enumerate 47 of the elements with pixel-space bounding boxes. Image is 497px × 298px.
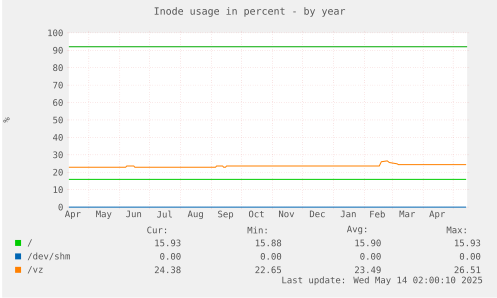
text: 26.51 — [454, 266, 480, 274]
x-tick-label: Sep — [218, 210, 234, 220]
x-tick-label: Jun — [126, 210, 142, 218]
text: Last update: Wed May 14 02:00:10 2025 — [282, 276, 482, 286]
x-tick-label: Apr — [64, 210, 81, 220]
text: 0.00 — [360, 253, 381, 260]
x-tick-label: Dec — [310, 210, 325, 218]
x-tick-label: Feb — [370, 210, 385, 218]
text: 15.93 — [454, 240, 480, 246]
text: 0.00 — [160, 253, 181, 260]
y-tick-label: 40 — [53, 134, 63, 141]
y-tick-label: 30 — [53, 152, 63, 158]
x-tick-label: Jan — [340, 210, 356, 218]
text: Avg: — [346, 226, 366, 234]
y-tick-label: 10 — [54, 186, 63, 194]
x-tick-label: Nov — [278, 210, 294, 218]
y-axis-title: % — [3, 118, 10, 123]
x-tick-label: Mar — [400, 210, 415, 218]
text: 24.38 — [154, 266, 181, 274]
chart-title: Inode usage in percent - by year — [154, 7, 346, 17]
text: 15.90 — [355, 240, 381, 246]
line-series — [68, 160, 467, 168]
y-tick-label: 70 — [53, 82, 63, 89]
text: 0.00 — [460, 253, 480, 260]
y-tick-label: 0 — [58, 204, 63, 211]
legend-label: / — [28, 239, 32, 247]
x-tick-label: Oct — [248, 210, 264, 218]
x-tick-label: Aug — [188, 210, 203, 220]
x-tick-label: Apr — [429, 210, 445, 220]
text: 22.65 — [255, 266, 282, 274]
text: 0.00 — [260, 253, 282, 260]
y-tick-label: 90 — [53, 47, 63, 54]
legend-label: /dev/shm — [28, 252, 70, 260]
y-tick-label: 100 — [48, 30, 63, 36]
text: Max: — [446, 226, 466, 234]
y-tick-label: 80 — [53, 64, 63, 72]
text: Cur: — [147, 226, 166, 234]
text: 15.88 — [256, 240, 282, 246]
x-tick-label: May — [96, 210, 112, 220]
x-tick-label: Jul — [157, 210, 172, 218]
y-tick-label: 60 — [53, 99, 63, 106]
text: 23.49 — [355, 266, 381, 274]
y-tick-label: 20 — [53, 168, 63, 176]
text: Min: — [248, 226, 267, 234]
legend-label: /vz — [28, 266, 43, 274]
y-tick-label: 50 — [53, 116, 63, 124]
text: 15.93 — [155, 240, 180, 246]
